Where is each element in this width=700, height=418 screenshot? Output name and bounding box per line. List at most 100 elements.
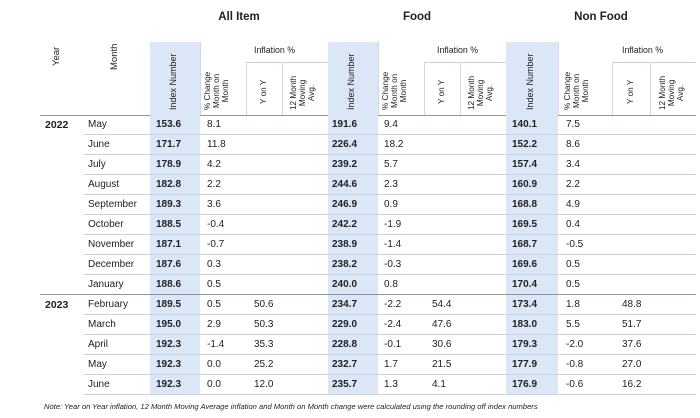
index-column-shade [150,335,200,355]
month-cell: July [88,159,106,170]
food-index-number-header: Index Number [346,53,356,110]
table-row: 2022 May 153.6 8.1 191.6 9.4 140.1 7.5 [0,115,700,135]
all-index-cell: 189.3 [156,199,182,210]
food-index-cell: 246.9 [332,199,358,210]
non-index-cell: 169.6 [512,259,538,270]
table-row: June 192.3 0.0 12.0 235.7 1.3 4.1 176.9 -0.6 16.2 [0,375,700,395]
row-divider [84,334,696,335]
food-mom-cell: -1.4 [384,239,402,250]
index-column-shade [150,115,200,135]
index-column-shade [506,175,558,195]
food-mom-cell: 18.2 [384,139,404,150]
mom-line-1: % Change [381,71,390,110]
food-yoy-header: Y on Y [437,79,446,104]
index-column-shade [150,195,200,215]
index-column-shade [506,335,558,355]
month-cell: February [88,299,129,310]
food-mom-cell: -0.3 [384,259,402,270]
table-row: 2023 February 189.5 0.5 50.6 234.7 -2.2 54.4 173… [0,295,700,315]
food-index-cell: 242.2 [332,219,358,230]
header-divider [246,62,247,115]
ma-line-1: 12 Month [289,75,298,110]
all-mom-cell: -0.7 [207,239,225,250]
non-index-cell: 169.5 [512,219,538,230]
non-yoy-cell: 27.0 [622,359,642,370]
index-column-shade [506,295,558,315]
index-column-shade [150,275,200,295]
header-divider [378,42,379,115]
all-inflation-header: Inflation % [254,45,296,55]
all-yoy-cell: 50.3 [254,319,274,330]
mom-line-3: Month [581,79,590,103]
non-mom-header: % Change Month on Month [563,72,590,110]
all-index-header-bg [150,42,200,115]
mom-line-1: % Change [563,71,572,110]
table-row: July 178.9 4.2 239.2 5.7 157.4 3.4 [0,155,700,175]
month-cell: April [88,339,109,350]
index-column-shade [150,255,200,275]
table-row: December 187.6 0.3 238.2 -0.3 169.6 0.5 [0,255,700,275]
food-index-cell: 238.2 [332,259,358,270]
index-column-shade [506,215,558,235]
table-row: August 182.8 2.2 244.6 2.3 160.9 2.2 [0,175,700,195]
index-column-shade [150,215,200,235]
all-index-cell: 192.3 [156,339,182,350]
food-index-cell: 234.7 [332,299,358,310]
month-cell: August [88,179,120,190]
row-divider [84,314,696,315]
non-index-cell: 177.9 [512,359,538,370]
index-column-shade [150,155,200,175]
non-index-cell: 152.2 [512,139,538,150]
index-column-shade [328,295,378,315]
non-index-cell: 168.8 [512,199,538,210]
non-index-cell: 179.3 [512,339,538,350]
inflation-header-rule [246,62,328,63]
mom-line-2: Month on [572,73,581,108]
non-mom-cell: 2.2 [566,179,580,190]
food-index-cell: 228.8 [332,339,358,350]
all-mom-cell: 3.6 [207,199,221,210]
ma-line-3: Avg. [676,84,685,102]
food-mom-cell: -1.9 [384,219,402,230]
table-row: April 192.3 -1.4 35.3 228.8 -0.1 30.6 179.3 -2.0… [0,335,700,355]
table-row: September 189.3 3.6 246.9 0.9 168.8 4.9 [0,195,700,215]
month-cell: November [88,239,135,250]
all-yoy-cell: 50.6 [254,299,274,310]
non-yoy-cell: 16.2 [622,379,642,390]
header-divider [282,62,283,115]
non-inflation-header: Inflation % [622,45,664,55]
row-divider [84,154,696,155]
index-column-shade [150,175,200,195]
ma-line-1: 12 Month [658,75,667,110]
non-mom-cell: -2.0 [566,339,584,350]
food-mom-cell: 5.7 [384,159,398,170]
index-column-shade [506,315,558,335]
all-mom-cell: 11.8 [207,139,226,150]
food-index-cell: 229.0 [332,319,358,330]
non-mom-cell: -0.5 [566,239,584,250]
index-column-shade [506,235,558,255]
group-title-all-item: All Item [218,11,260,23]
row-divider [84,254,696,255]
index-column-shade [328,215,378,235]
index-column-shade [328,155,378,175]
index-column-shade [506,355,558,375]
food-mom-cell: -2.2 [384,299,402,310]
non-mom-cell: 8.6 [566,139,580,150]
all-index-cell: 187.1 [156,239,182,250]
all-yoy-cell: 25.2 [254,359,274,370]
all-mom-cell: 8.1 [207,119,221,130]
all-index-cell: 188.6 [156,279,182,290]
mom-line-2: Month on [212,73,221,108]
index-column-shade [150,355,200,375]
food-index-cell: 240.0 [332,279,358,290]
non-index-cell: 173.4 [512,299,538,310]
row-divider [84,374,696,375]
non-yoy-header: Y on Y [626,79,635,104]
table-row: June 171.7 11.8 226.4 18.2 152.2 8.6 [0,135,700,155]
month-cell: June [88,379,110,390]
all-index-cell: 182.8 [156,179,182,190]
non-mom-cell: 0.4 [566,219,580,230]
non-index-header-bg [506,42,558,115]
